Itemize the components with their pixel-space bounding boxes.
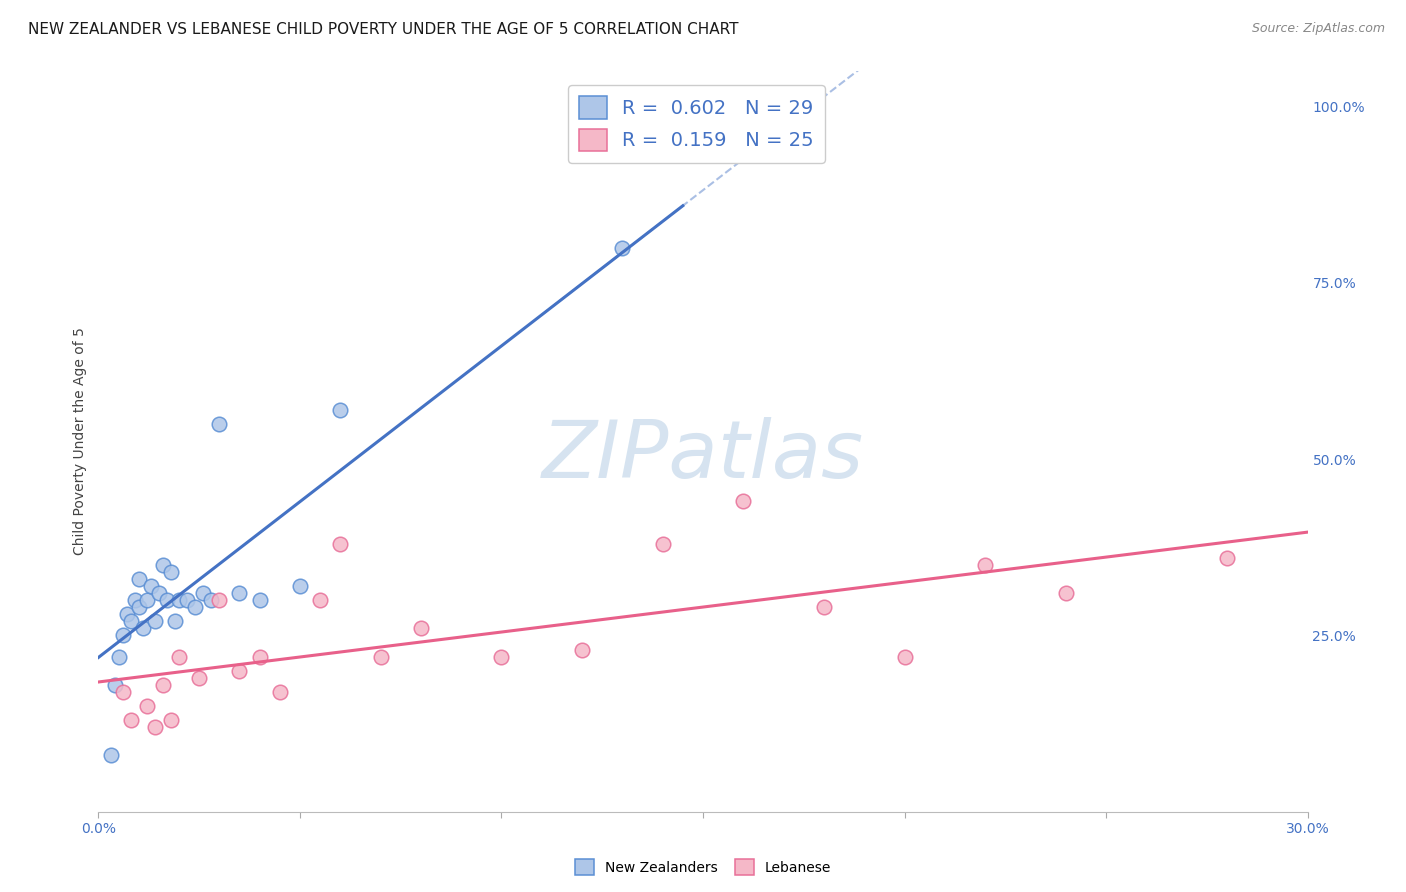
Text: Source: ZipAtlas.com: Source: ZipAtlas.com — [1251, 22, 1385, 36]
Point — [156, 593, 179, 607]
Point — [651, 537, 673, 551]
Point — [409, 621, 432, 635]
Point — [1216, 550, 1239, 565]
Point — [571, 642, 593, 657]
Point — [249, 593, 271, 607]
Point — [228, 586, 250, 600]
Point — [208, 593, 231, 607]
Point — [111, 628, 134, 642]
Point — [176, 593, 198, 607]
Point — [370, 649, 392, 664]
Point — [974, 558, 997, 572]
Point — [128, 600, 150, 615]
Legend: R =  0.602   N = 29, R =  0.159   N = 25: R = 0.602 N = 29, R = 0.159 N = 25 — [568, 85, 825, 162]
Point — [120, 615, 142, 629]
Point — [143, 720, 166, 734]
Point — [120, 713, 142, 727]
Point — [329, 537, 352, 551]
Point — [491, 649, 513, 664]
Point — [208, 417, 231, 431]
Point — [143, 615, 166, 629]
Point — [115, 607, 138, 622]
Point — [288, 579, 311, 593]
Point — [135, 698, 157, 713]
Point — [132, 621, 155, 635]
Point — [163, 615, 186, 629]
Point — [228, 664, 250, 678]
Text: NEW ZEALANDER VS LEBANESE CHILD POVERTY UNDER THE AGE OF 5 CORRELATION CHART: NEW ZEALANDER VS LEBANESE CHILD POVERTY … — [28, 22, 738, 37]
Point — [813, 600, 835, 615]
Point — [128, 572, 150, 586]
Point — [111, 685, 134, 699]
Legend: New Zealanders, Lebanese: New Zealanders, Lebanese — [569, 854, 837, 880]
Point — [167, 593, 190, 607]
Point — [733, 494, 755, 508]
Point — [329, 402, 352, 417]
Point — [160, 565, 183, 579]
Point — [148, 586, 170, 600]
Point — [100, 748, 122, 763]
Point — [309, 593, 332, 607]
Point — [167, 649, 190, 664]
Point — [269, 685, 291, 699]
Point — [160, 713, 183, 727]
Point — [152, 558, 174, 572]
Point — [184, 600, 207, 615]
Point — [124, 593, 146, 607]
Point — [188, 671, 211, 685]
Point — [200, 593, 222, 607]
Y-axis label: Child Poverty Under the Age of 5: Child Poverty Under the Age of 5 — [73, 327, 87, 556]
Point — [139, 579, 162, 593]
Point — [152, 678, 174, 692]
Point — [249, 649, 271, 664]
Point — [893, 649, 915, 664]
Point — [135, 593, 157, 607]
Text: ZIPatlas: ZIPatlas — [541, 417, 865, 495]
Point — [1054, 586, 1077, 600]
Point — [103, 678, 125, 692]
Point — [193, 586, 215, 600]
Point — [107, 649, 129, 664]
Point — [612, 241, 634, 255]
